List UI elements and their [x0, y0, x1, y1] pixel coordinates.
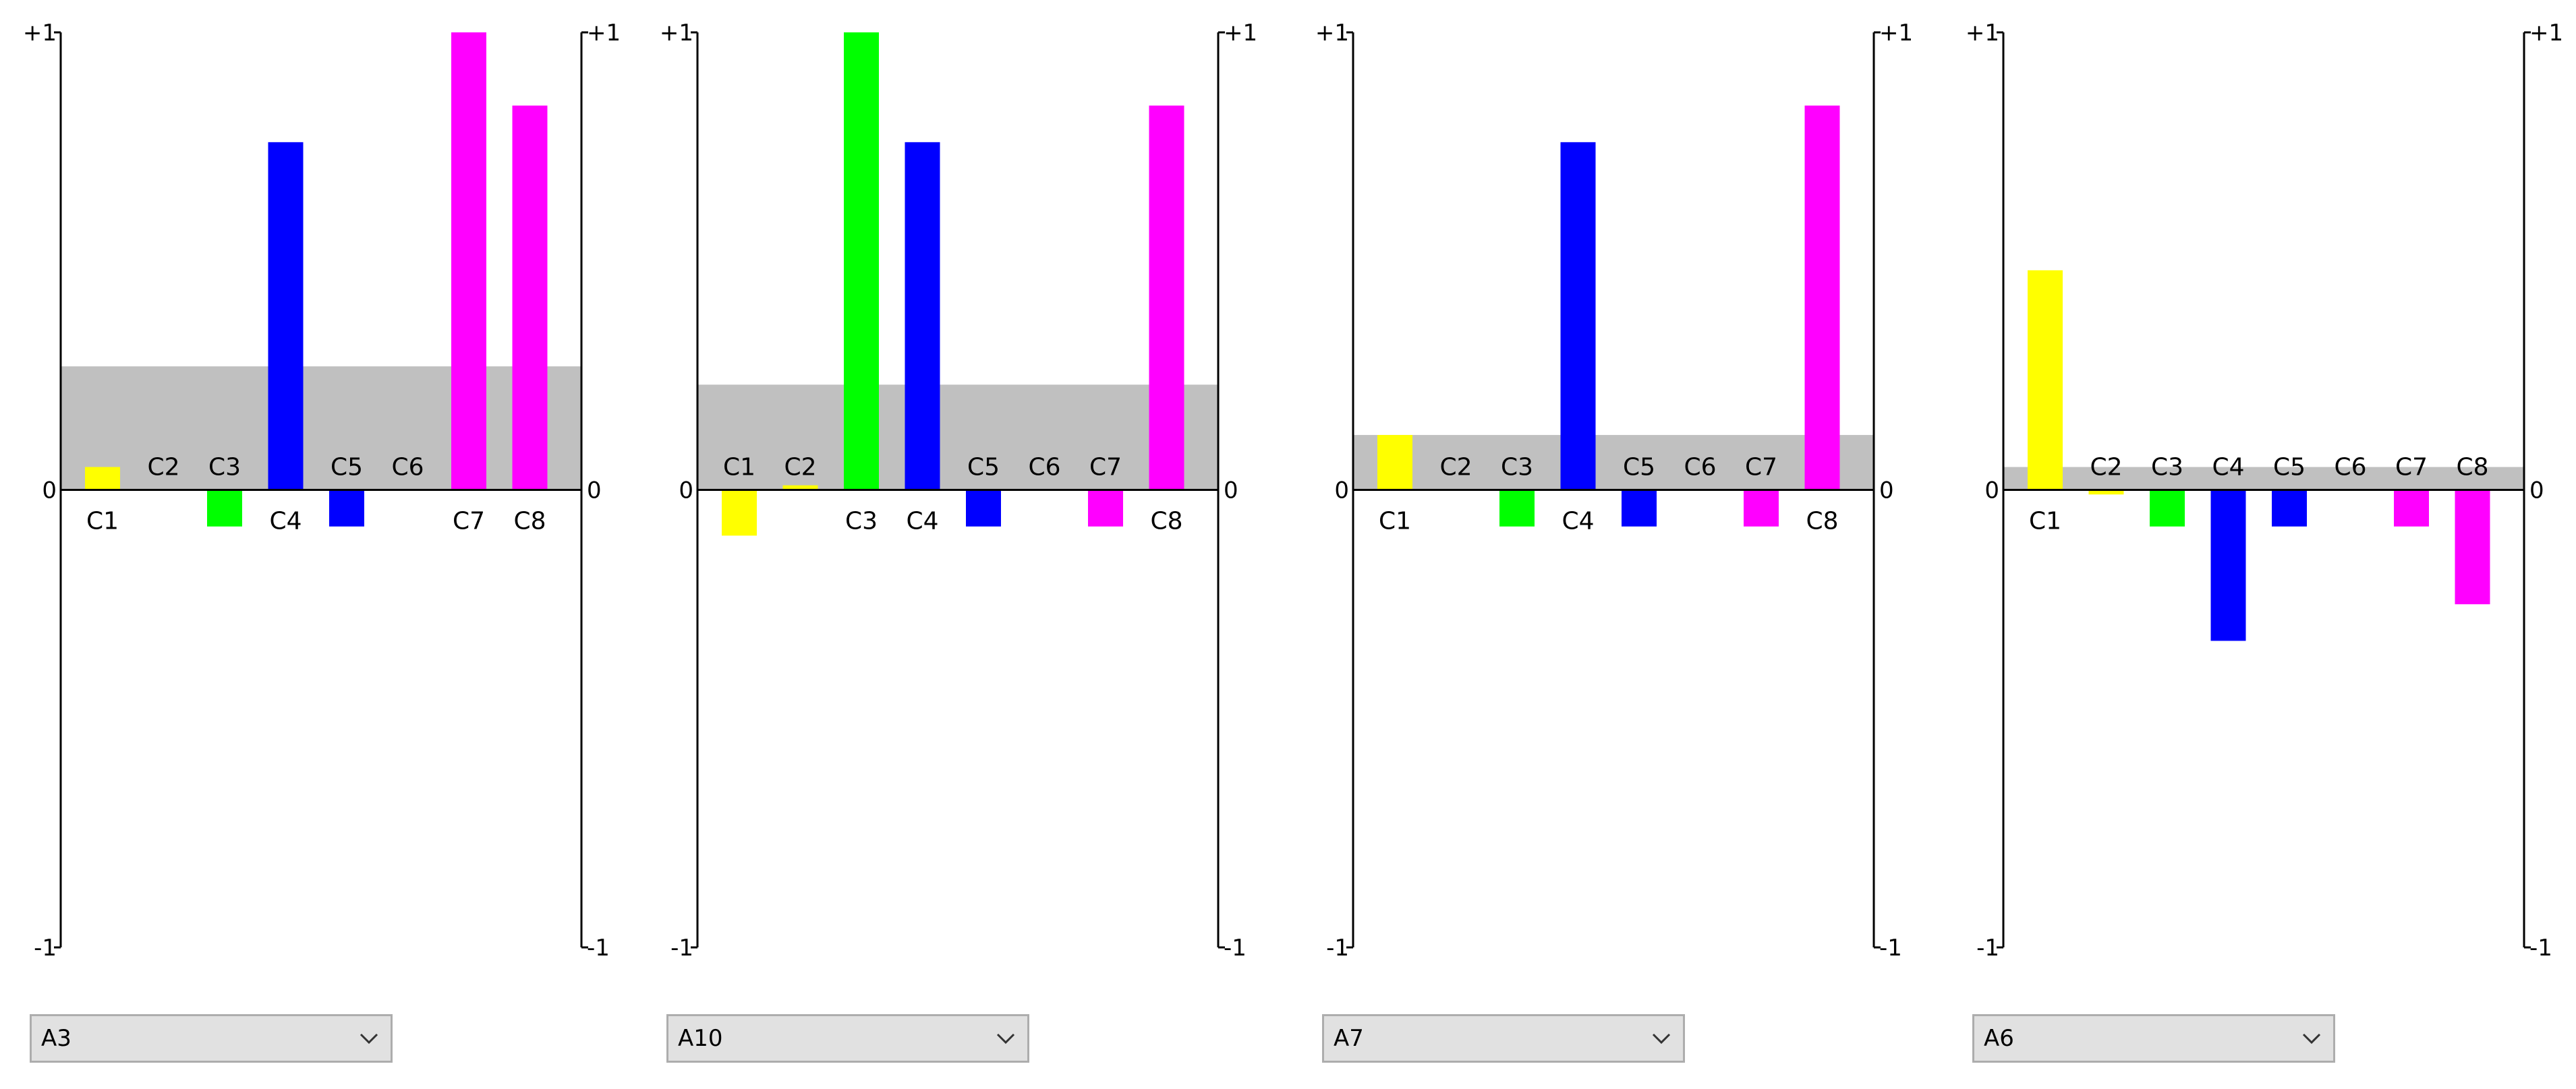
left-tick-label: 0 — [679, 477, 693, 504]
bar-c3 — [1499, 490, 1535, 527]
attribute-select-panel-1[interactable]: A3 — [30, 1014, 393, 1063]
right-tick-label: -1 — [2529, 935, 2552, 962]
category-label-c4: C4 — [1562, 508, 1594, 535]
chevron-down-icon — [996, 1033, 1015, 1044]
bar-c2 — [2088, 490, 2124, 495]
bar-c8 — [1149, 105, 1184, 490]
category-label-c1: C1 — [2029, 508, 2061, 535]
left-tick-label: 0 — [1334, 477, 1349, 504]
category-label-c6: C6 — [391, 454, 424, 481]
bar-c5 — [2272, 490, 2307, 527]
bar-c4 — [1560, 142, 1596, 490]
right-tick-label: 0 — [587, 477, 602, 504]
category-label-c5: C5 — [1623, 454, 1655, 481]
category-label-c7: C7 — [1089, 454, 1122, 481]
attribute-select-panel-3[interactable]: A7 — [1322, 1014, 1685, 1063]
left-tick-label: 0 — [42, 477, 57, 504]
category-label-c5: C5 — [967, 454, 1000, 481]
category-label-c7: C7 — [453, 508, 485, 535]
bar-c8 — [512, 105, 548, 490]
left-tick-label: +1 — [1966, 20, 1999, 47]
bar-c3 — [2150, 490, 2185, 527]
category-label-c6: C6 — [1684, 454, 1716, 481]
category-label-c6: C6 — [1028, 454, 1060, 481]
threshold-band — [1353, 435, 1874, 490]
right-tick-label: +1 — [1224, 20, 1257, 47]
left-tick-label: -1 — [1326, 935, 1349, 962]
right-tick-label: 0 — [1224, 477, 1238, 504]
chevron-down-icon — [360, 1033, 378, 1044]
attribute-select-value: A6 — [1984, 1025, 2014, 1052]
category-label-c3: C3 — [208, 454, 241, 481]
category-label-c4: C4 — [2212, 454, 2244, 481]
bar-c1 — [722, 490, 757, 536]
attribute-select-panel-4[interactable]: A6 — [1972, 1014, 2335, 1063]
category-label-c2: C2 — [147, 454, 179, 481]
attribute-select-panel-2[interactable]: A10 — [666, 1014, 1029, 1063]
left-tick-label: +1 — [1315, 20, 1349, 47]
right-tick-label: -1 — [1879, 935, 1902, 962]
category-label-c2: C2 — [1439, 454, 1472, 481]
category-label-c4: C4 — [269, 508, 302, 535]
category-label-c2: C2 — [784, 454, 816, 481]
category-label-c8: C8 — [513, 508, 546, 535]
bar-c7 — [2394, 490, 2429, 527]
attribute-select-value: A7 — [1334, 1025, 1364, 1052]
bar-c7 — [451, 32, 486, 490]
threshold-band — [2003, 467, 2524, 490]
category-label-c5: C5 — [2273, 454, 2306, 481]
chevron-down-icon — [1652, 1033, 1671, 1044]
category-label-c4: C4 — [906, 508, 938, 535]
right-tick-label: -1 — [1224, 935, 1247, 962]
category-label-c1: C1 — [723, 454, 755, 481]
bar-c4 — [268, 142, 304, 490]
category-label-c2: C2 — [2090, 454, 2122, 481]
left-tick-label: +1 — [660, 20, 693, 47]
bar-c3 — [207, 490, 242, 527]
left-tick-label: -1 — [34, 935, 57, 962]
right-tick-label: +1 — [1879, 20, 1913, 47]
bar-c5 — [966, 490, 1001, 527]
category-label-c1: C1 — [86, 508, 119, 535]
category-label-c8: C8 — [1806, 508, 1838, 535]
bar-c2 — [782, 485, 818, 490]
category-label-c1: C1 — [1379, 508, 1411, 535]
category-label-c3: C3 — [845, 508, 878, 535]
right-tick-label: -1 — [587, 935, 610, 962]
bar-c3 — [844, 32, 879, 490]
bar-c4 — [905, 142, 940, 490]
bar-c1 — [1377, 435, 1412, 490]
chevron-down-icon — [2302, 1033, 2321, 1044]
left-tick-label: -1 — [670, 935, 693, 962]
right-tick-label: +1 — [587, 20, 621, 47]
category-label-c8: C8 — [2456, 454, 2488, 481]
category-label-c7: C7 — [1745, 454, 1777, 481]
attribute-select-value: A3 — [41, 1025, 71, 1052]
category-label-c7: C7 — [2395, 454, 2428, 481]
right-tick-label: 0 — [2529, 477, 2544, 504]
right-tick-label: 0 — [1879, 477, 1894, 504]
bar-c8 — [1804, 105, 1840, 490]
bar-c5 — [1622, 490, 1657, 527]
bar-c8 — [2455, 490, 2490, 605]
category-label-c3: C3 — [2151, 454, 2183, 481]
bar-c4 — [2210, 490, 2246, 641]
left-tick-label: 0 — [1984, 477, 1999, 504]
threshold-band — [61, 366, 581, 490]
attribute-select-value: A10 — [678, 1025, 723, 1052]
left-tick-label: +1 — [23, 20, 57, 47]
category-label-c8: C8 — [1150, 508, 1182, 535]
bar-c7 — [1744, 490, 1779, 527]
bar-c7 — [1088, 490, 1123, 527]
category-label-c5: C5 — [331, 454, 363, 481]
left-tick-label: -1 — [1976, 935, 1999, 962]
category-label-c6: C6 — [2334, 454, 2366, 481]
threshold-band — [697, 384, 1218, 490]
bar-c1 — [85, 467, 120, 490]
bar-c5 — [329, 490, 364, 527]
category-label-c3: C3 — [1501, 454, 1533, 481]
bar-c1 — [2028, 270, 2063, 490]
right-tick-label: +1 — [2529, 20, 2563, 47]
